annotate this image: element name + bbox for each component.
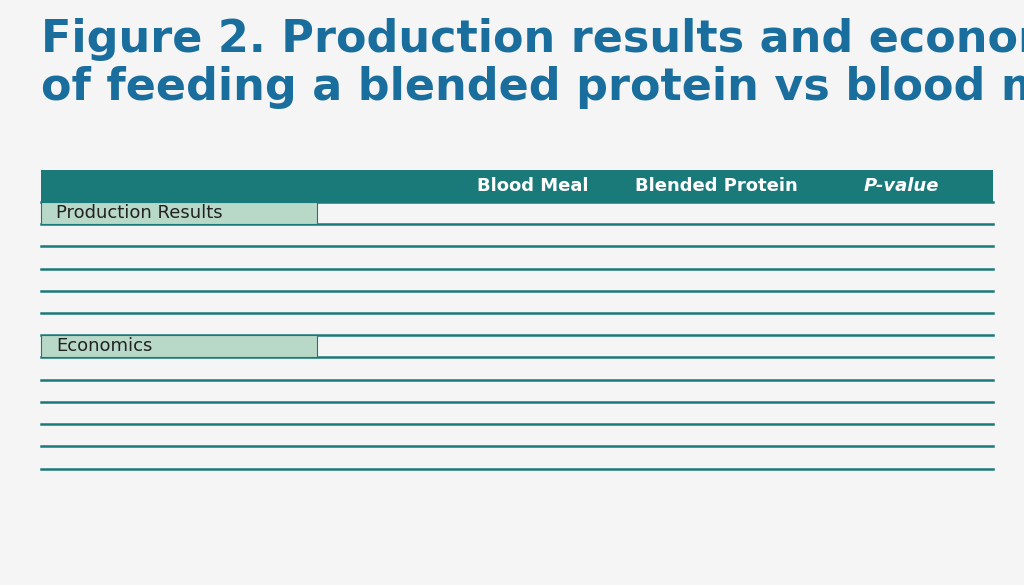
Bar: [41, 335, 317, 357]
Text: Blended Protein: Blended Protein: [636, 177, 798, 195]
Text: P-value: P-value: [863, 177, 939, 195]
Text: Blood Meal: Blood Meal: [477, 177, 588, 195]
Bar: [41, 170, 993, 202]
Text: Economics: Economics: [56, 338, 153, 355]
Bar: [41, 202, 317, 224]
Text: Production Results: Production Results: [56, 204, 223, 222]
Text: Figure 2. Production results and economics
of feeding a blended protein vs blood: Figure 2. Production results and economi…: [41, 18, 1024, 109]
